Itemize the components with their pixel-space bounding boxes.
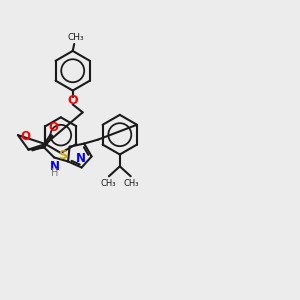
Text: CH₃: CH₃ (124, 179, 140, 188)
Text: H: H (52, 168, 59, 178)
Text: O: O (20, 130, 30, 142)
Text: N: N (50, 160, 60, 173)
Text: O: O (48, 121, 58, 134)
Text: O: O (68, 94, 78, 107)
Text: CH₃: CH₃ (100, 179, 116, 188)
Text: CH₃: CH₃ (68, 33, 84, 42)
Text: N: N (76, 152, 85, 164)
Text: S: S (58, 149, 67, 162)
